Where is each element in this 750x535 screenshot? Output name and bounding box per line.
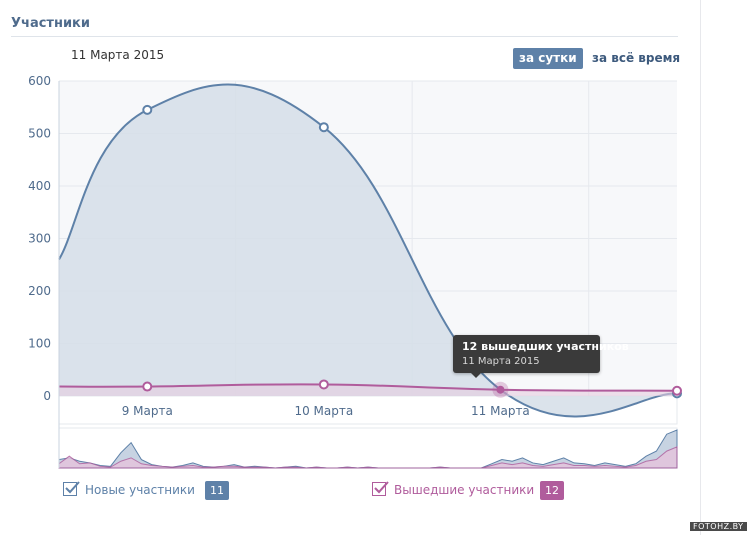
y-tick-label: 500 <box>28 127 51 141</box>
participants-chart[interactable]: 0 100 200 300 400 500 600 9 Марта 10 Марта 11 Мар… <box>0 70 700 470</box>
watermark: FOTOHZ.BY <box>690 522 747 531</box>
checkbox-left-members[interactable] <box>372 481 389 496</box>
legend-left-label: Вышедшие участники <box>394 483 535 497</box>
y-tick-label: 0 <box>43 389 51 403</box>
title-divider <box>11 36 678 37</box>
overview-left-members <box>58 446 678 469</box>
tooltip-date: 11 Марта 2015 <box>462 356 540 367</box>
checkmark-icon <box>374 481 389 494</box>
highlighted-point <box>496 385 505 394</box>
period-day-button[interactable]: за сутки <box>513 48 583 69</box>
series-area-new-members <box>59 84 677 417</box>
x-tick-label: 9 Марта <box>122 404 173 418</box>
data-point-left-members <box>318 379 329 390</box>
tooltip-arrow <box>471 373 481 378</box>
right-divider <box>700 0 701 535</box>
y-tick-label: 600 <box>28 74 51 88</box>
checkmark-icon <box>65 481 80 494</box>
chart-tooltip: 12 вышедших участников 11 Марта 2015 <box>453 335 629 378</box>
legend-left-count-badge: 12 <box>540 481 564 500</box>
y-tick-label: 200 <box>28 284 51 298</box>
y-tick-label: 300 <box>28 232 51 246</box>
section-title: Участники <box>11 16 90 31</box>
series-line-new-members <box>58 83 678 418</box>
overview-panel <box>58 427 678 469</box>
x-tick-label: 10 Марта <box>294 404 353 418</box>
current-date: 11 Марта 2015 <box>71 48 165 62</box>
y-tick-label: 400 <box>28 179 51 193</box>
series-area-left-members <box>59 384 677 396</box>
checkbox-new-members[interactable] <box>63 481 80 496</box>
legend-new-count-badge: 11 <box>205 481 229 500</box>
x-tick-label: 11 Марта <box>471 404 530 418</box>
data-point-left-members <box>672 385 682 396</box>
y-tick-label: 100 <box>28 337 51 351</box>
tooltip-title: 12 вышедших участников <box>462 340 629 353</box>
legend-new-label: Новые участники <box>85 483 195 497</box>
series-line-left-members <box>58 383 678 392</box>
data-point-new-members <box>142 104 153 115</box>
data-point-left-members <box>142 381 153 392</box>
period-all-time-button[interactable]: за всё время <box>592 51 681 65</box>
data-point-new-members <box>318 122 329 133</box>
